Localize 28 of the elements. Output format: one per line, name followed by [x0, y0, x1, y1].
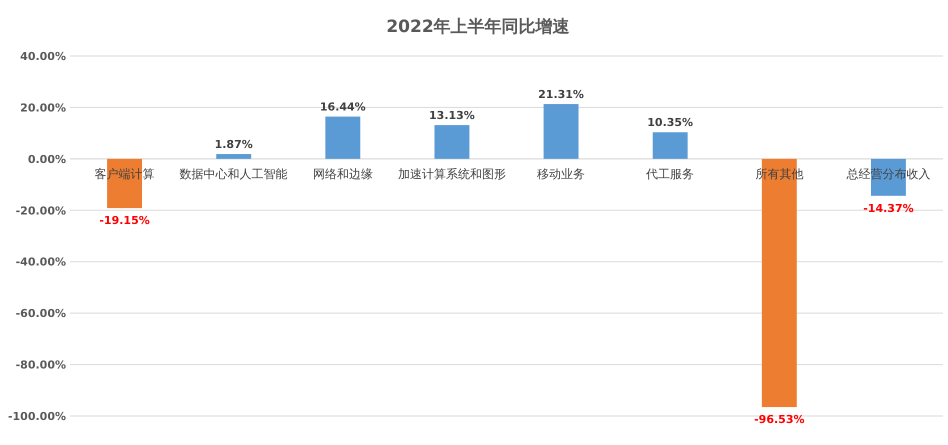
- y-tick-label: -60.00%: [16, 307, 66, 320]
- chart-title: 2022年上半年同比增速: [386, 17, 570, 37]
- y-tick-label: -100.00%: [8, 410, 66, 423]
- y-tick-label: -80.00%: [16, 358, 66, 372]
- bar: [216, 154, 252, 159]
- bar: [544, 104, 579, 159]
- data-label: 10.35%: [647, 116, 694, 130]
- y-tick-label: 40.00%: [20, 50, 66, 63]
- x-tick-label: 数据中心和人工智能: [180, 166, 288, 181]
- x-tick-label: 加速计算系统和图形: [398, 166, 506, 181]
- data-label: 13.13%: [429, 109, 475, 122]
- data-label: -96.53%: [754, 413, 805, 426]
- bar: [325, 116, 360, 159]
- data-label: 16.44%: [320, 100, 366, 114]
- data-label: 1.87%: [214, 138, 253, 152]
- y-tick-label: 0.00%: [28, 152, 66, 166]
- bar: [107, 158, 142, 208]
- bar: [652, 132, 688, 159]
- y-tick-label: -40.00%: [16, 256, 66, 269]
- x-tick-label: 移动业务: [537, 166, 586, 181]
- y-tick-label: -20.00%: [16, 204, 66, 218]
- bar: [434, 125, 470, 159]
- x-tick-label: 代工服务: [645, 166, 694, 181]
- y-tick-label: 20.00%: [20, 101, 66, 114]
- data-label: -19.15%: [99, 214, 150, 228]
- data-label: 21.31%: [538, 88, 584, 102]
- x-tick-label: 网络和边缘: [312, 166, 373, 181]
- data-label: -14.37%: [863, 202, 914, 215]
